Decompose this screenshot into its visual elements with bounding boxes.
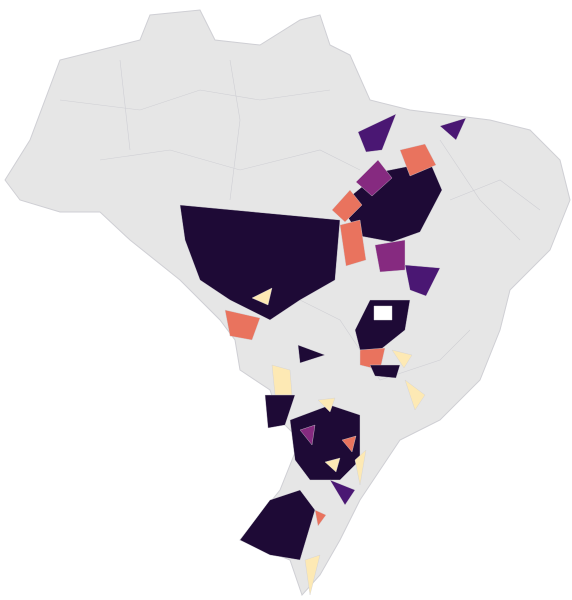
region bbox=[369, 364, 401, 379]
region bbox=[317, 397, 336, 413]
region bbox=[314, 509, 327, 527]
region bbox=[331, 189, 363, 223]
region bbox=[297, 344, 326, 364]
border-line bbox=[119, 59, 241, 201]
region bbox=[264, 394, 296, 429]
region bbox=[354, 449, 367, 486]
internal-borders bbox=[59, 59, 541, 381]
region bbox=[251, 287, 273, 306]
region bbox=[391, 349, 413, 369]
region bbox=[324, 457, 341, 473]
region bbox=[373, 305, 393, 321]
region bbox=[339, 219, 367, 267]
region bbox=[439, 117, 467, 141]
border-line bbox=[99, 149, 361, 171]
region bbox=[357, 113, 397, 153]
region bbox=[289, 404, 361, 481]
region bbox=[355, 159, 393, 197]
border-line bbox=[59, 89, 331, 111]
region bbox=[224, 309, 261, 341]
regions bbox=[179, 113, 467, 596]
region bbox=[304, 554, 321, 596]
region bbox=[339, 161, 443, 243]
border-line bbox=[299, 299, 471, 381]
region bbox=[341, 435, 357, 453]
region bbox=[329, 479, 356, 506]
region bbox=[404, 379, 426, 411]
region bbox=[179, 204, 341, 321]
region bbox=[404, 264, 441, 297]
region bbox=[299, 424, 316, 446]
border-line bbox=[439, 139, 541, 241]
region bbox=[374, 239, 406, 273]
region bbox=[399, 143, 437, 177]
